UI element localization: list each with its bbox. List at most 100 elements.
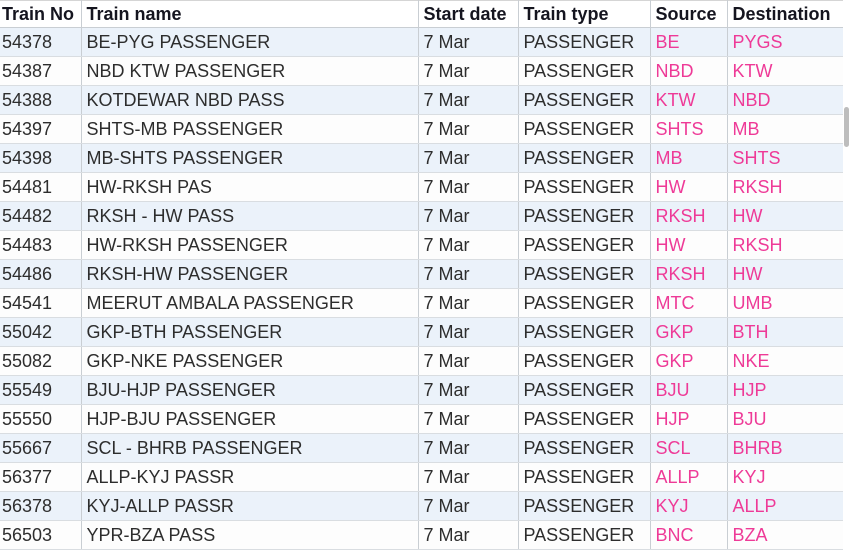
cell-source[interactable]: KYJ xyxy=(650,491,728,521)
cell-name: MEERUT AMBALA PASSENGER xyxy=(81,288,419,318)
cell-dest[interactable]: KTW xyxy=(727,56,843,86)
cell-source[interactable]: NBD xyxy=(650,56,728,86)
cell-type: PASSENGER xyxy=(518,433,651,463)
cell-dest[interactable]: RKSH xyxy=(727,172,843,202)
cell-dest[interactable]: BHRB xyxy=(727,433,843,463)
cell-type: PASSENGER xyxy=(518,143,651,173)
cell-dest[interactable]: NKE xyxy=(727,346,843,376)
cell-source[interactable]: GKP xyxy=(650,346,728,376)
cell-source[interactable]: BNC xyxy=(650,520,728,550)
cell-no: 54398 xyxy=(0,143,82,173)
cell-type: PASSENGER xyxy=(518,462,651,492)
cell-date: 7 Mar xyxy=(418,27,519,57)
cell-dest[interactable]: PYGS xyxy=(727,27,843,57)
column-header-source: Source xyxy=(650,0,728,28)
cell-dest[interactable]: HW xyxy=(727,201,843,231)
cell-no: 54388 xyxy=(0,85,82,115)
cell-source[interactable]: RKSH xyxy=(650,259,728,289)
column-header-train-type: Train type xyxy=(518,0,651,28)
cell-name: BE-PYG PASSENGER xyxy=(81,27,419,57)
table-row: 54398 MB-SHTS PASSENGER 7 Mar PASSENGER MB SH… xyxy=(0,143,843,173)
cell-date: 7 Mar xyxy=(418,462,519,492)
cell-dest[interactable]: HJP xyxy=(727,375,843,405)
cell-no: 54397 xyxy=(0,114,82,144)
table-row: 54388 KOTDEWAR NBD PASS 7 Mar PASSENGER KTW N… xyxy=(0,85,843,115)
cell-name: KOTDEWAR NBD PASS xyxy=(81,85,419,115)
cell-date: 7 Mar xyxy=(418,172,519,202)
cell-type: PASSENGER xyxy=(518,491,651,521)
cell-no: 55550 xyxy=(0,404,82,434)
cell-source[interactable]: HW xyxy=(650,172,728,202)
cell-name: HW-RKSH PAS xyxy=(81,172,419,202)
cell-type: PASSENGER xyxy=(518,230,651,260)
table-row: 54541 MEERUT AMBALA PASSENGER 7 Mar PASSENG… xyxy=(0,288,843,318)
cell-source[interactable]: HW xyxy=(650,230,728,260)
cell-name: ALLP-KYJ PASSR xyxy=(81,462,419,492)
cell-source[interactable]: GKP xyxy=(650,317,728,347)
cell-name: GKP-BTH PASSENGER xyxy=(81,317,419,347)
cell-dest[interactable]: RKSH xyxy=(727,230,843,260)
cell-name: SHTS-MB PASSENGER xyxy=(81,114,419,144)
cell-dest[interactable]: KYJ xyxy=(727,462,843,492)
cell-date: 7 Mar xyxy=(418,404,519,434)
cell-dest[interactable]: BZA xyxy=(727,520,843,550)
cell-type: PASSENGER xyxy=(518,172,651,202)
cell-date: 7 Mar xyxy=(418,114,519,144)
cell-source[interactable]: SCL xyxy=(650,433,728,463)
cell-date: 7 Mar xyxy=(418,259,519,289)
cell-type: PASSENGER xyxy=(518,85,651,115)
cell-type: PASSENGER xyxy=(518,317,651,347)
cell-no: 55549 xyxy=(0,375,82,405)
cell-name: GKP-NKE PASSENGER xyxy=(81,346,419,376)
cell-dest[interactable]: NBD xyxy=(727,85,843,115)
cell-name: RKSH - HW PASS xyxy=(81,201,419,231)
cell-source[interactable]: KTW xyxy=(650,85,728,115)
cell-dest[interactable]: MB xyxy=(727,114,843,144)
cell-type: PASSENGER xyxy=(518,375,651,405)
column-header-start-date: Start date xyxy=(418,0,519,28)
cell-no: 56503 xyxy=(0,520,82,550)
cell-dest[interactable]: BJU xyxy=(727,404,843,434)
table-body: 54378 BE-PYG PASSENGER 7 Mar PASSENGER BE PYG… xyxy=(0,27,843,550)
cell-no: 54378 xyxy=(0,27,82,57)
cell-type: PASSENGER xyxy=(518,27,651,57)
cell-dest[interactable]: BTH xyxy=(727,317,843,347)
table-row: 54397 SHTS-MB PASSENGER 7 Mar PASSENGER SHTS… xyxy=(0,114,843,144)
cell-name: HW-RKSH PASSENGER xyxy=(81,230,419,260)
cell-source[interactable]: ALLP xyxy=(650,462,728,492)
cell-type: PASSENGER xyxy=(518,201,651,231)
column-header-train-name: Train name xyxy=(81,0,419,28)
column-header-train-no: Train No xyxy=(0,0,82,28)
cell-no: 54483 xyxy=(0,230,82,260)
table-header: Train No Train name Start date Train typ… xyxy=(0,0,843,28)
cell-date: 7 Mar xyxy=(418,143,519,173)
table-row: 56378 KYJ-ALLP PASSR 7 Mar PASSENGER KYJ ALLP xyxy=(0,491,843,521)
cell-dest[interactable]: HW xyxy=(727,259,843,289)
column-header-destination: Destination xyxy=(727,0,843,28)
cell-source[interactable]: BJU xyxy=(650,375,728,405)
table-row: 55550 HJP-BJU PASSENGER 7 Mar PASSENGER HJP B… xyxy=(0,404,843,434)
cell-source[interactable]: RKSH xyxy=(650,201,728,231)
cell-source[interactable]: MTC xyxy=(650,288,728,318)
cell-source[interactable]: HJP xyxy=(650,404,728,434)
cell-source[interactable]: SHTS xyxy=(650,114,728,144)
cell-date: 7 Mar xyxy=(418,375,519,405)
cell-source[interactable]: BE xyxy=(650,27,728,57)
table-row: 56503 YPR-BZA PASS 7 Mar PASSENGER BNC BZA xyxy=(0,520,843,550)
cell-name: NBD KTW PASSENGER xyxy=(81,56,419,86)
cell-type: PASSENGER xyxy=(518,404,651,434)
cell-dest[interactable]: ALLP xyxy=(727,491,843,521)
cell-type: PASSENGER xyxy=(518,520,651,550)
cell-no: 54481 xyxy=(0,172,82,202)
cell-source[interactable]: MB xyxy=(650,143,728,173)
scrollbar-thumb[interactable] xyxy=(844,107,849,147)
cell-date: 7 Mar xyxy=(418,346,519,376)
table-row: 55667 SCL - BHRB PASSENGER 7 Mar PASSENGER S… xyxy=(0,433,843,463)
cell-type: PASSENGER xyxy=(518,288,651,318)
cell-name: MB-SHTS PASSENGER xyxy=(81,143,419,173)
vertical-scrollbar[interactable] xyxy=(843,0,850,550)
cell-date: 7 Mar xyxy=(418,201,519,231)
cell-dest[interactable]: UMB xyxy=(727,288,843,318)
cell-dest[interactable]: SHTS xyxy=(727,143,843,173)
